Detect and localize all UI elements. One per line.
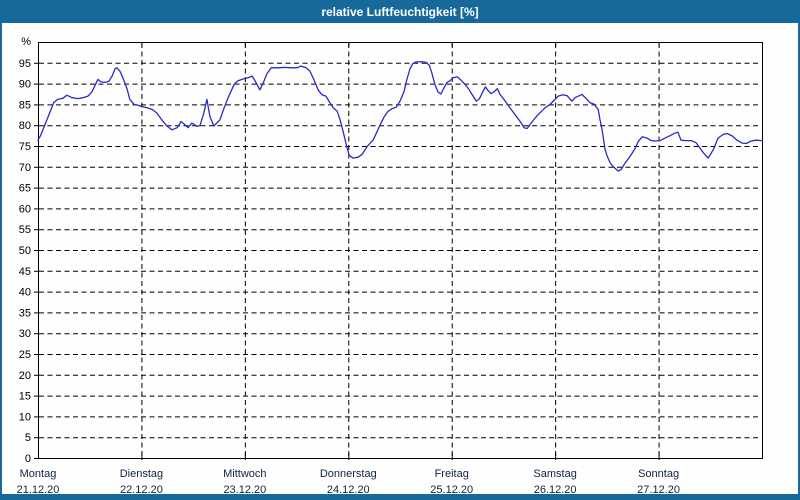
y-tick-label: 80 xyxy=(19,120,31,132)
y-tick-label: 65 xyxy=(19,183,31,195)
x-day-date-label: 27.12.20 xyxy=(637,484,680,496)
window-title: relative Luftfeuchtigkeit [%] xyxy=(321,4,479,19)
y-tick-label: 55 xyxy=(19,224,31,236)
y-tick-label: 25 xyxy=(19,349,31,361)
x-day-weekday-label: Dienstag xyxy=(120,468,163,480)
y-axis-unit-label: % xyxy=(21,36,31,48)
y-tick-label: 0 xyxy=(25,453,31,465)
plot-frame xyxy=(38,42,763,459)
y-tick-label: 75 xyxy=(19,141,31,153)
x-day-weekday-label: Samstag xyxy=(533,468,576,480)
y-tick-label: 35 xyxy=(19,307,31,319)
y-tick-label: 30 xyxy=(19,328,31,340)
y-tick-label: 10 xyxy=(19,411,31,423)
x-day-date-label: 23.12.20 xyxy=(223,484,266,496)
x-day-date-label: 25.12.20 xyxy=(430,484,473,496)
y-tick-label: 15 xyxy=(19,391,31,403)
y-tick-label: 90 xyxy=(19,79,31,91)
x-day-weekday-label: Sonntag xyxy=(638,468,679,480)
x-day-date-label: 24.12.20 xyxy=(327,484,370,496)
x-day-date-label: 21.12.20 xyxy=(17,484,60,496)
x-day-date-label: 22.12.20 xyxy=(120,484,163,496)
y-tick-label: 60 xyxy=(19,203,31,215)
y-tick-label: 70 xyxy=(19,162,31,174)
y-tick-label: 45 xyxy=(19,266,31,278)
title-bar: relative Luftfeuchtigkeit [%] xyxy=(0,0,800,23)
y-tick-label: 5 xyxy=(25,432,31,444)
x-day-weekday-label: Donnerstag xyxy=(320,468,377,480)
humidity-series-line xyxy=(37,60,763,172)
y-tick-label: 40 xyxy=(19,287,31,299)
y-tick-label: 95 xyxy=(19,58,31,70)
y-tick-label: 50 xyxy=(19,245,31,257)
x-day-weekday-label: Freitag xyxy=(435,468,469,480)
x-day-date-label: 26.12.20 xyxy=(534,484,577,496)
x-day-weekday-label: Mittwoch xyxy=(223,468,266,480)
y-tick-label: 20 xyxy=(19,370,31,382)
y-tick-label: 85 xyxy=(19,99,31,111)
x-day-weekday-label: Montag xyxy=(20,468,57,480)
